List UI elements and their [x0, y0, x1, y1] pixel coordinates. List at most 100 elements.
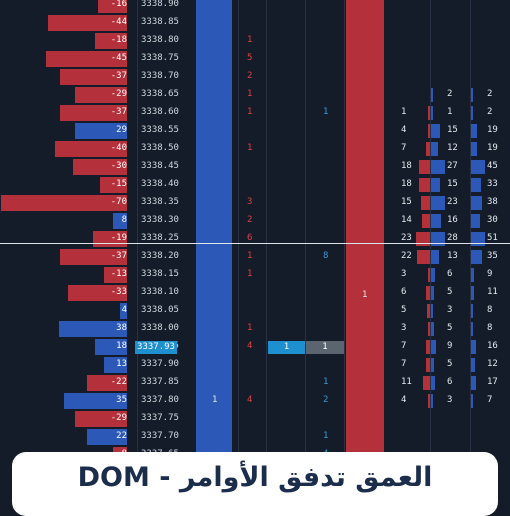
- price-row[interactable]: -40 3338.50 1 7 12 19: [0, 140, 510, 158]
- price-row[interactable]: -37 3338.70 2: [0, 68, 510, 86]
- bid-column-cell[interactable]: [196, 50, 232, 68]
- bid-column-cell[interactable]: [196, 392, 232, 410]
- bid-column-cell[interactable]: [196, 320, 232, 338]
- ask-column-cell[interactable]: [346, 302, 384, 320]
- bid-count-bar: [431, 124, 440, 138]
- bid-column-cell[interactable]: [196, 194, 232, 212]
- bid-count: 3: [447, 395, 453, 405]
- price-row[interactable]: 29 3338.55 4 15 19: [0, 122, 510, 140]
- ask-column-cell[interactable]: [346, 86, 384, 104]
- price-row[interactable]: -45 3338.75 5: [0, 50, 510, 68]
- ask-column-cell[interactable]: [346, 248, 384, 266]
- delta-bar: [75, 123, 127, 139]
- ask-column-cell[interactable]: [346, 410, 384, 428]
- price-row[interactable]: 8 3338.30 2 14 16 30: [0, 212, 510, 230]
- bid-column-cell[interactable]: [196, 230, 232, 248]
- bid-column-cell[interactable]: [196, 158, 232, 176]
- trade-chip-ask[interactable]: 1: [306, 341, 344, 354]
- bid-column-cell[interactable]: [196, 140, 232, 158]
- ask-column-cell[interactable]: [346, 104, 384, 122]
- price-row[interactable]: 4 3338.05 5 3 8: [0, 302, 510, 320]
- bid-column-cell[interactable]: [196, 248, 232, 266]
- bid-column-cell[interactable]: [196, 410, 232, 428]
- price-row[interactable]: -70 3338.35 3 15 23 38: [0, 194, 510, 212]
- bid-column-cell[interactable]: [196, 86, 232, 104]
- ask-column-cell[interactable]: [346, 194, 384, 212]
- price-label: 3338.15: [141, 269, 179, 279]
- sell-volume: 2: [247, 71, 253, 81]
- ask-column-cell[interactable]: [346, 0, 384, 14]
- delta-value: 35: [116, 395, 127, 405]
- delta-value: -37: [110, 251, 127, 261]
- price-row[interactable]: -15 3338.40 18 15 33: [0, 176, 510, 194]
- ask-column-cell[interactable]: [346, 212, 384, 230]
- price-row[interactable]: 183337.9547916: [0, 338, 510, 356]
- price-row[interactable]: 22 3337.70 1: [0, 428, 510, 446]
- ask-column-cell[interactable]: [346, 176, 384, 194]
- bid-column-cell[interactable]: [196, 176, 232, 194]
- delta-bar: [60, 105, 127, 121]
- ask-column-cell[interactable]: [346, 338, 384, 356]
- buy-volume: 1: [323, 377, 329, 387]
- total-count: 30: [487, 215, 498, 225]
- bid-column-cell[interactable]: [196, 302, 232, 320]
- ask-column-cell[interactable]: [346, 122, 384, 140]
- bid-column-cell[interactable]: [196, 284, 232, 302]
- ask-column-cell[interactable]: [346, 374, 384, 392]
- ask-column-cell[interactable]: [346, 284, 384, 302]
- bid-count: 5: [447, 323, 453, 333]
- ask-column-cell[interactable]: [346, 392, 384, 410]
- column-divider: [305, 0, 306, 510]
- price-row[interactable]: -19 3338.25 6 23 28 51: [0, 230, 510, 248]
- delta-value: -29: [110, 413, 127, 423]
- bid-column-cell[interactable]: [196, 212, 232, 230]
- ask-column-cell[interactable]: [346, 428, 384, 446]
- total-count-bar: [471, 268, 474, 282]
- price-row[interactable]: -29 3337.75: [0, 410, 510, 428]
- bid-column-cell[interactable]: [196, 68, 232, 86]
- price-row[interactable]: -44 3338.85: [0, 14, 510, 32]
- total-count: 17: [487, 377, 498, 387]
- ask-column-cell[interactable]: [346, 32, 384, 50]
- bid-column-cell[interactable]: [196, 356, 232, 374]
- ask-column-cell[interactable]: [346, 68, 384, 86]
- ask-column-cell[interactable]: [346, 356, 384, 374]
- price-row[interactable]: -37 3338.60 1 1 1 1 2: [0, 104, 510, 122]
- ask-column-cell[interactable]: [346, 14, 384, 32]
- ask-column-cell[interactable]: [346, 266, 384, 284]
- bid-column-cell[interactable]: [196, 104, 232, 122]
- bid-column-cell[interactable]: [196, 266, 232, 284]
- bid-column-cell[interactable]: [196, 374, 232, 392]
- price-row[interactable]: -30 3338.45 18 27 45: [0, 158, 510, 176]
- delta-value: 13: [116, 359, 127, 369]
- bid-column-cell[interactable]: [196, 122, 232, 140]
- price-row[interactable]: -16 3338.90: [0, 0, 510, 14]
- bid-column-cell[interactable]: [196, 32, 232, 50]
- bid-count: 9: [447, 341, 453, 351]
- price-row[interactable]: -37 3338.20 1 8 22 13 35: [0, 248, 510, 266]
- price-row[interactable]: -22 3337.85 1 11 6 17: [0, 374, 510, 392]
- delta-bar: [87, 375, 127, 391]
- bid-column-cell[interactable]: [196, 338, 232, 356]
- bid-column-cell[interactable]: [196, 0, 232, 14]
- price-row[interactable]: -29 3338.65 1 2 2: [0, 86, 510, 104]
- price-row[interactable]: -18 3338.80 1: [0, 32, 510, 50]
- price-row[interactable]: 13 3337.90 7 5 12: [0, 356, 510, 374]
- ask-column-cell[interactable]: [346, 320, 384, 338]
- ask-column-cell[interactable]: [346, 140, 384, 158]
- ask-column-cell[interactable]: [346, 158, 384, 176]
- price-row[interactable]: -13 3338.15 1 3 6 9: [0, 266, 510, 284]
- ask-column-cell[interactable]: [346, 230, 384, 248]
- bid-count: 13: [447, 251, 458, 261]
- total-count-bar: [471, 106, 473, 120]
- price-row[interactable]: 35 3337.80 4 2 4 3 7: [0, 392, 510, 410]
- bid-count: 28: [447, 233, 458, 243]
- price-label: 3338.45: [141, 161, 179, 171]
- price-row[interactable]: -33 3338.10 6 5 11: [0, 284, 510, 302]
- price-row[interactable]: 38 3338.00 1 3 5 8: [0, 320, 510, 338]
- bid-column-cell[interactable]: [196, 428, 232, 446]
- ask-column-cell[interactable]: [346, 50, 384, 68]
- trade-chip-bid[interactable]: 1: [268, 341, 305, 354]
- bid-column-cell[interactable]: [196, 14, 232, 32]
